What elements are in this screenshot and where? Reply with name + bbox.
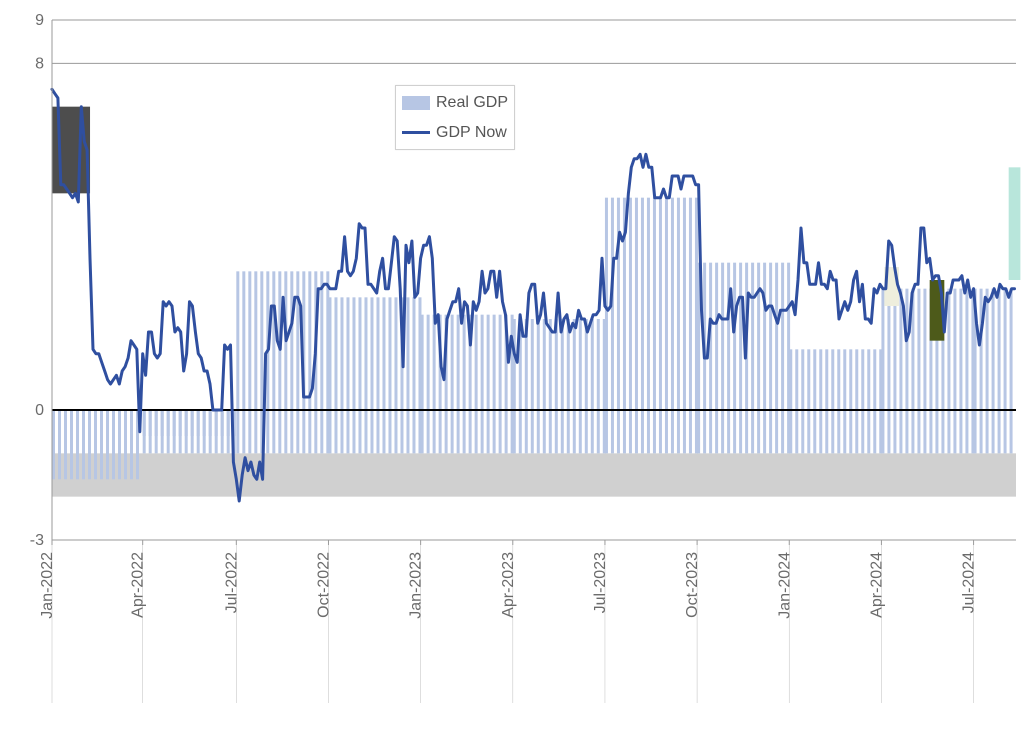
legend-label: Real GDP	[436, 90, 508, 116]
legend-line-icon	[402, 131, 430, 134]
legend-item: GDP Now	[402, 118, 508, 148]
svg-text:-3: -3	[30, 532, 44, 549]
gdp-chart: -3 0 8 9 Jan-2022 Apr-2022 Jul-2022 Oct-2022 Jan…	[0, 0, 1024, 743]
svg-text:8: 8	[35, 55, 44, 72]
svg-text:0: 0	[35, 402, 44, 419]
svg-text:Apr-2024: Apr-2024	[868, 552, 885, 618]
legend-item: Real GDP	[402, 88, 508, 118]
svg-text:Jan-2023: Jan-2023	[408, 552, 425, 619]
legend: Real GDP GDP Now	[395, 85, 515, 150]
svg-text:Jan-2024: Jan-2024	[776, 552, 793, 619]
svg-text:Jul-2024: Jul-2024	[961, 552, 978, 613]
svg-text:Jul-2022: Jul-2022	[223, 552, 240, 613]
legend-swatch	[402, 96, 430, 110]
svg-text:Oct-2023: Oct-2023	[684, 552, 701, 618]
legend-label: GDP Now	[436, 120, 507, 146]
svg-text:9: 9	[35, 12, 44, 29]
svg-text:Jul-2023: Jul-2023	[592, 552, 609, 613]
svg-text:Jan-2022: Jan-2022	[39, 552, 56, 619]
svg-text:Apr-2022: Apr-2022	[130, 552, 147, 618]
svg-text:Oct-2022: Oct-2022	[315, 552, 332, 618]
svg-text:Apr-2023: Apr-2023	[500, 552, 517, 618]
